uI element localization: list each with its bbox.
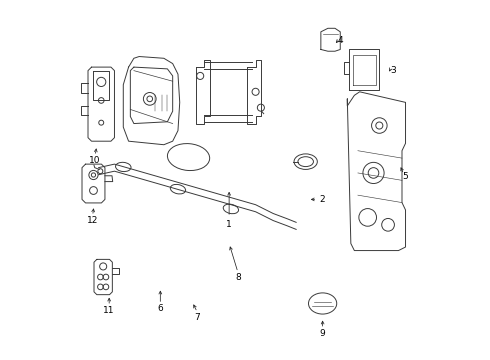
Text: 12: 12 (87, 216, 98, 225)
Text: 6: 6 (157, 304, 163, 313)
Text: 3: 3 (391, 66, 396, 75)
Text: 10: 10 (89, 156, 101, 165)
Text: 7: 7 (195, 313, 200, 322)
Text: 4: 4 (338, 36, 343, 45)
Text: 5: 5 (403, 172, 408, 181)
Text: 11: 11 (103, 306, 115, 315)
Text: 2: 2 (319, 195, 325, 204)
Text: 1: 1 (226, 220, 232, 229)
Text: 9: 9 (320, 329, 325, 338)
Text: 8: 8 (235, 273, 241, 282)
